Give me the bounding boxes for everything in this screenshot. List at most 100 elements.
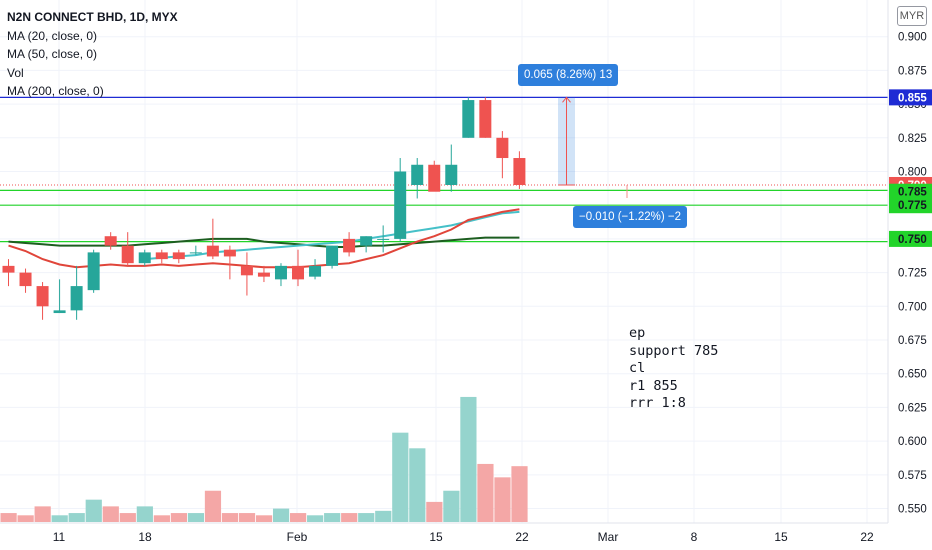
indicator-ma20-label[interactable]: MA (20, close, 0) bbox=[7, 28, 98, 43]
candle bbox=[292, 249, 305, 287]
candle-body bbox=[479, 100, 492, 138]
candle bbox=[155, 249, 168, 264]
x-tick-label: 18 bbox=[138, 530, 152, 544]
x-tick-label: 15 bbox=[429, 530, 443, 544]
price-tag-label: 0.750 bbox=[898, 234, 927, 246]
volume-bar bbox=[358, 513, 375, 522]
indicator-volume-label[interactable]: Vol bbox=[7, 65, 24, 80]
note-line: r1 855 bbox=[629, 377, 678, 394]
price-tag bbox=[889, 197, 932, 214]
candle-body bbox=[121, 245, 134, 264]
x-tick-label: 22 bbox=[860, 530, 874, 544]
candle-body bbox=[36, 286, 49, 307]
volume-bar bbox=[221, 513, 239, 522]
volume-bar bbox=[324, 513, 341, 522]
volume-bar bbox=[511, 466, 528, 522]
candle bbox=[309, 259, 322, 280]
x-tick-label: 22 bbox=[515, 530, 529, 544]
candle bbox=[343, 232, 356, 257]
candle-body bbox=[428, 164, 441, 192]
candle-body bbox=[326, 245, 339, 266]
candle-body bbox=[462, 100, 475, 138]
volume-bar bbox=[494, 477, 511, 522]
x-tick-label: 15 bbox=[774, 530, 788, 544]
candle-body bbox=[240, 265, 253, 276]
volume-bar bbox=[34, 506, 51, 522]
price-tag-label: 0.775 bbox=[898, 200, 927, 212]
candle bbox=[445, 144, 458, 192]
candle bbox=[513, 151, 526, 190]
y-tick-label: 0.600 bbox=[898, 436, 927, 448]
candle bbox=[53, 279, 66, 314]
candle bbox=[206, 218, 219, 260]
candle-body bbox=[155, 252, 168, 260]
candle-body bbox=[343, 238, 356, 253]
candle bbox=[36, 282, 49, 320]
volume-bar bbox=[204, 490, 222, 522]
candle bbox=[223, 245, 236, 280]
currency-button[interactable]: MYR bbox=[897, 6, 927, 26]
volume-bar bbox=[409, 448, 426, 522]
y-tick-label: 0.875 bbox=[898, 65, 927, 77]
candle bbox=[189, 245, 202, 256]
candle bbox=[326, 245, 339, 269]
candle-body bbox=[445, 164, 458, 185]
volume-bar bbox=[17, 515, 34, 522]
chart-legend: N2N CONNECT BHD, 1D, MYX MA (20, close, … bbox=[7, 8, 178, 101]
indicator-ma200-label[interactable]: MA (200, close, 0) bbox=[7, 84, 104, 99]
candle bbox=[428, 160, 441, 192]
candle-body bbox=[206, 245, 219, 257]
candle-body bbox=[53, 310, 66, 314]
candle-body bbox=[19, 272, 32, 287]
candle bbox=[411, 158, 424, 199]
indicator-ma50-label[interactable]: MA (50, close, 0) bbox=[7, 47, 98, 62]
volume-bar bbox=[51, 515, 68, 522]
x-tick-label: 11 bbox=[53, 530, 66, 544]
note-line: cl bbox=[629, 360, 646, 376]
candle bbox=[479, 97, 492, 138]
volume-bar bbox=[375, 510, 392, 522]
y-tick-label: 0.725 bbox=[898, 268, 927, 280]
candle bbox=[257, 265, 270, 283]
y-tick-label: 0.825 bbox=[898, 133, 927, 145]
candle-body bbox=[292, 265, 305, 280]
candle-body bbox=[309, 265, 322, 277]
volume-bar bbox=[290, 513, 307, 522]
y-tick-label: 0.675 bbox=[898, 335, 927, 347]
y-tick-label: 0.625 bbox=[898, 402, 927, 414]
volume-bar bbox=[255, 515, 273, 522]
candle-body bbox=[223, 249, 236, 257]
candle-body bbox=[189, 252, 202, 254]
y-tick-label: 0.550 bbox=[898, 504, 927, 516]
symbol-title[interactable]: N2N CONNECT BHD, 1D, MYX bbox=[7, 10, 178, 24]
y-tick-label: 0.800 bbox=[898, 167, 927, 179]
candle bbox=[70, 265, 83, 320]
text-note[interactable]: ep support 785 cl r1 855 rrr 1:8 bbox=[629, 325, 718, 413]
volume-bar bbox=[68, 513, 85, 522]
candle bbox=[360, 236, 373, 253]
note-line: rrr 1:8 bbox=[629, 395, 686, 411]
candle bbox=[2, 259, 15, 287]
candle-body bbox=[70, 286, 83, 311]
price-tag-label: 0.785 bbox=[898, 187, 927, 199]
volume-bar bbox=[136, 506, 153, 522]
x-tick-label: Mar bbox=[598, 530, 619, 544]
x-tick-label: 8 bbox=[691, 530, 698, 544]
ma20-line bbox=[8, 208, 520, 269]
candle-body bbox=[138, 252, 151, 264]
note-line: support 785 bbox=[629, 342, 719, 359]
volume-bar bbox=[392, 432, 409, 522]
candle-body bbox=[513, 158, 526, 185]
candle-body bbox=[360, 236, 373, 246]
candle-body bbox=[2, 265, 15, 273]
candle-body bbox=[377, 238, 390, 240]
volume-bar bbox=[0, 513, 17, 522]
volume-bar bbox=[238, 513, 256, 522]
y-tick-label: 0.650 bbox=[898, 369, 927, 381]
volume-bar bbox=[102, 506, 119, 522]
candle-body bbox=[104, 236, 117, 246]
candle-body bbox=[87, 252, 100, 291]
note-line: ep bbox=[629, 325, 646, 341]
